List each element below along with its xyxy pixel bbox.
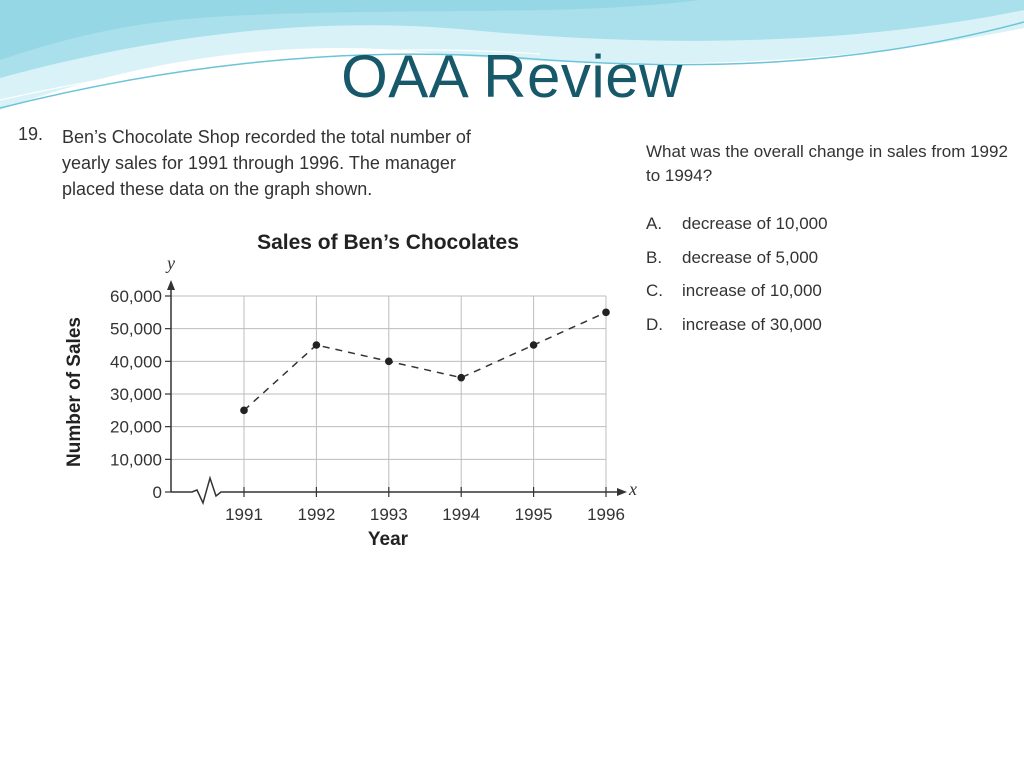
- choice-text: increase of 30,000: [682, 314, 822, 334]
- choice-text: decrease of 10,000: [682, 214, 828, 233]
- choice-b: B. decrease of 5,000: [646, 248, 828, 282]
- data-point: [385, 357, 393, 366]
- y-axis-arrow: [167, 280, 175, 290]
- y-axis-title: Number of Sales: [64, 317, 85, 467]
- data-point: [602, 308, 610, 317]
- choice-letter: B.: [646, 247, 663, 267]
- y-tick-label: 0: [153, 483, 162, 502]
- gridlines: [171, 295, 607, 492]
- series-line: [243, 311, 607, 411]
- choice-text: increase of 10,000: [682, 281, 822, 300]
- sales-line-chart: Sales of Ben’s Chocolates y x Number of …: [64, 231, 637, 550]
- x-tick-labels: 1991 1992 1993 1994 1995 1996: [225, 505, 625, 524]
- slide-title: OAA Review: [341, 43, 683, 110]
- x-tick-label: 1992: [297, 505, 335, 524]
- question-prompt: What was the overall change in sales fro…: [646, 142, 1008, 185]
- header-wave-decoration: [0, 0, 1024, 110]
- x-axis-variable: x: [628, 479, 637, 499]
- choice-letter: D.: [646, 314, 663, 334]
- y-tick-label: 60,000: [110, 287, 162, 306]
- choice-d: D. increase of 30,000: [646, 315, 828, 349]
- choice-a: A. decrease of 10,000: [646, 214, 828, 248]
- data-point: [529, 341, 538, 349]
- x-tick-label: 1991: [225, 505, 263, 524]
- x-tick-label: 1993: [370, 505, 408, 524]
- axes: [165, 280, 627, 506]
- x-tick-label: 1996: [587, 505, 625, 524]
- question-number: 19.: [18, 124, 44, 144]
- x-axis-arrow: [617, 488, 627, 496]
- data-point: [457, 373, 466, 382]
- x-axis-title: Year: [368, 529, 409, 550]
- x-tick-label: 1995: [515, 505, 553, 524]
- choice-text: decrease of 5,000: [682, 247, 819, 267]
- data-point: [240, 406, 248, 415]
- y-axis-variable: y: [165, 253, 175, 273]
- y-tick-label: 40,000: [110, 352, 162, 371]
- choice-letter: A.: [646, 214, 663, 233]
- y-tick-label: 50,000: [110, 320, 162, 339]
- data-point: [312, 341, 321, 349]
- x-axis-line: [171, 475, 620, 506]
- chart-title: Sales of Ben’s Chocolates: [257, 231, 519, 254]
- x-tick-label: 1994: [442, 505, 480, 524]
- y-tick-label: 30,000: [110, 385, 162, 404]
- y-tick-label: 10,000: [110, 450, 162, 469]
- choice-letter: C.: [646, 281, 663, 300]
- y-tick-labels: 0 10,000 20,000 30,000 40,000 50,000 60,000: [110, 287, 162, 502]
- answer-choices: A. decrease of 10,000 B. decrease of 5,0…: [646, 214, 828, 348]
- sales-series: [240, 308, 610, 415]
- question-text: Ben’s Chocolate Shop recorded the total …: [62, 127, 471, 199]
- y-tick-label: 20,000: [110, 418, 162, 437]
- choice-c: C. increase of 10,000: [646, 281, 828, 315]
